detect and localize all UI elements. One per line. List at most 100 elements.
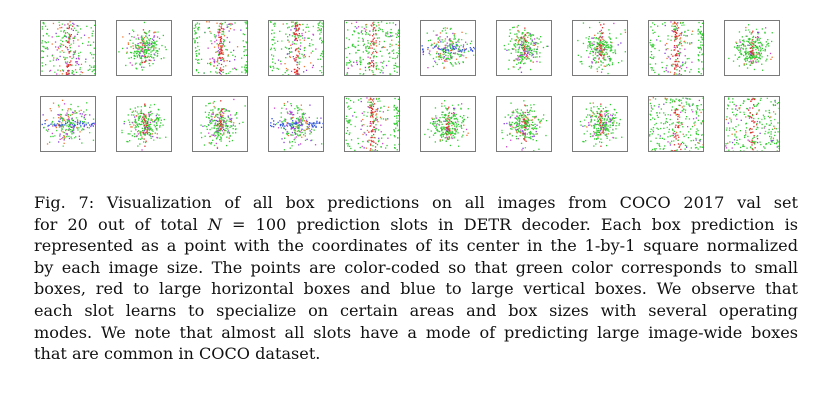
prediction-point [217,131,219,133]
prediction-point [147,123,149,125]
prediction-point [360,128,362,130]
prediction-point [516,115,518,117]
prediction-point [365,32,367,34]
prediction-point [595,61,597,63]
prediction-point [450,27,452,30]
prediction-point [672,30,674,32]
prediction-point [380,131,382,133]
prediction-point [301,123,303,126]
prediction-point [347,145,349,147]
prediction-point [307,26,309,28]
prediction-point [229,60,231,62]
prediction-point [382,30,384,33]
prediction-point [234,59,236,61]
prediction-point [295,121,298,123]
prediction-point [512,110,515,112]
prediction-point [611,62,614,64]
prediction-point [300,122,302,124]
prediction-point [145,140,147,142]
prediction-point [612,117,615,119]
prediction-point [70,131,72,133]
prediction-point [246,54,247,56]
prediction-point [366,23,368,26]
prediction-point [675,38,677,40]
prediction-point [590,50,592,53]
prediction-point [449,130,451,132]
prediction-point [594,53,597,55]
prediction-point [45,42,47,44]
prediction-point [283,149,286,151]
prediction-point [218,36,220,38]
prediction-point [87,122,89,124]
prediction-point [605,123,607,125]
prediction-point [359,63,362,66]
prediction-point [160,58,162,60]
prediction-point [209,121,211,124]
prediction-point [768,45,770,47]
prediction-point [677,57,679,60]
prediction-point [148,34,150,37]
prediction-point [666,64,668,67]
prediction-point [382,46,384,48]
prediction-point [143,141,145,143]
prediction-point [308,125,311,127]
prediction-point [223,28,225,30]
prediction-point [374,110,376,113]
prediction-point [228,23,230,25]
prediction-point [371,112,373,114]
prediction-point [220,120,222,123]
prediction-point [369,62,371,64]
prediction-point [74,51,76,53]
prediction-point [445,57,447,59]
prediction-point [588,36,590,38]
prediction-point [697,108,699,110]
prediction-point [533,150,535,151]
prediction-point [380,146,382,148]
prediction-point [603,43,605,45]
prediction-point [599,141,601,143]
prediction-point [512,66,514,68]
prediction-point [675,124,677,126]
prediction-point [146,126,149,129]
prediction-point [515,129,518,132]
prediction-point [365,33,367,36]
prediction-point [522,46,525,49]
prediction-point [284,125,286,127]
prediction-point [348,121,350,123]
prediction-point [141,149,143,151]
prediction-point [143,113,145,115]
prediction-point [650,140,652,142]
prediction-point [510,52,512,54]
prediction-point [246,42,247,44]
prediction-point [747,38,750,40]
prediction-point [127,42,129,44]
prediction-point [536,37,538,39]
prediction-point [73,137,76,139]
prediction-point [451,63,453,66]
prediction-point [155,50,157,52]
prediction-point [451,44,453,46]
prediction-point [385,32,387,35]
prediction-point [524,135,526,137]
prediction-point [467,116,469,119]
prediction-point [547,45,549,47]
prediction-point [751,42,753,44]
prediction-point [582,125,584,127]
prediction-point [73,74,75,75]
prediction-point [732,60,735,62]
prediction-point [754,41,757,43]
prediction-point [391,50,393,52]
prediction-point [513,59,516,62]
prediction-point [599,50,601,52]
prediction-point [523,35,525,37]
prediction-point [66,125,68,127]
prediction-point [514,39,516,41]
prediction-point [448,128,450,130]
prediction-point [66,133,68,135]
prediction-point [752,62,754,64]
prediction-point [50,123,52,125]
prediction-point [597,32,599,34]
slot-scatter-panel [116,96,172,152]
prediction-point [138,119,140,121]
prediction-point [207,62,209,65]
